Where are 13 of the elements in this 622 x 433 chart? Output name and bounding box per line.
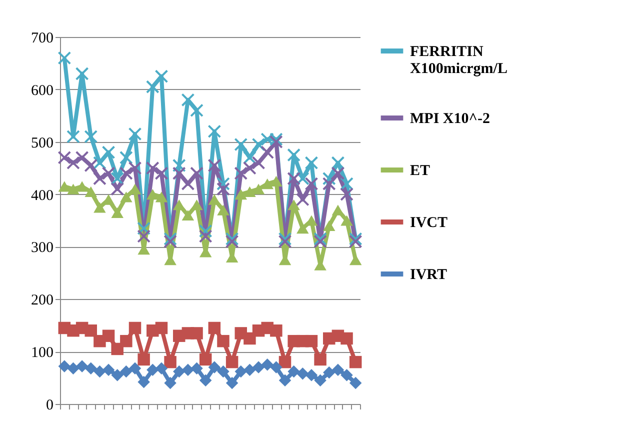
legend-label: IVCT <box>410 215 448 231</box>
legend-label: ET <box>410 163 430 179</box>
y-tick-label: 400 <box>31 188 54 204</box>
y-tick-label: 300 <box>31 240 54 256</box>
y-tick-label: 500 <box>31 135 54 152</box>
y-tick-label: 600 <box>31 82 54 99</box>
legend-label: MPI X10^-2 <box>410 111 490 127</box>
legend-label: IVRT <box>410 267 447 283</box>
y-tick-label: 700 <box>31 30 54 46</box>
y-tick-label: 0 <box>46 398 54 414</box>
y-tick-label: 200 <box>31 292 54 309</box>
y-tick-label: 100 <box>31 345 54 362</box>
legend-label: FERRITIN X100micrgm/L <box>410 44 508 77</box>
